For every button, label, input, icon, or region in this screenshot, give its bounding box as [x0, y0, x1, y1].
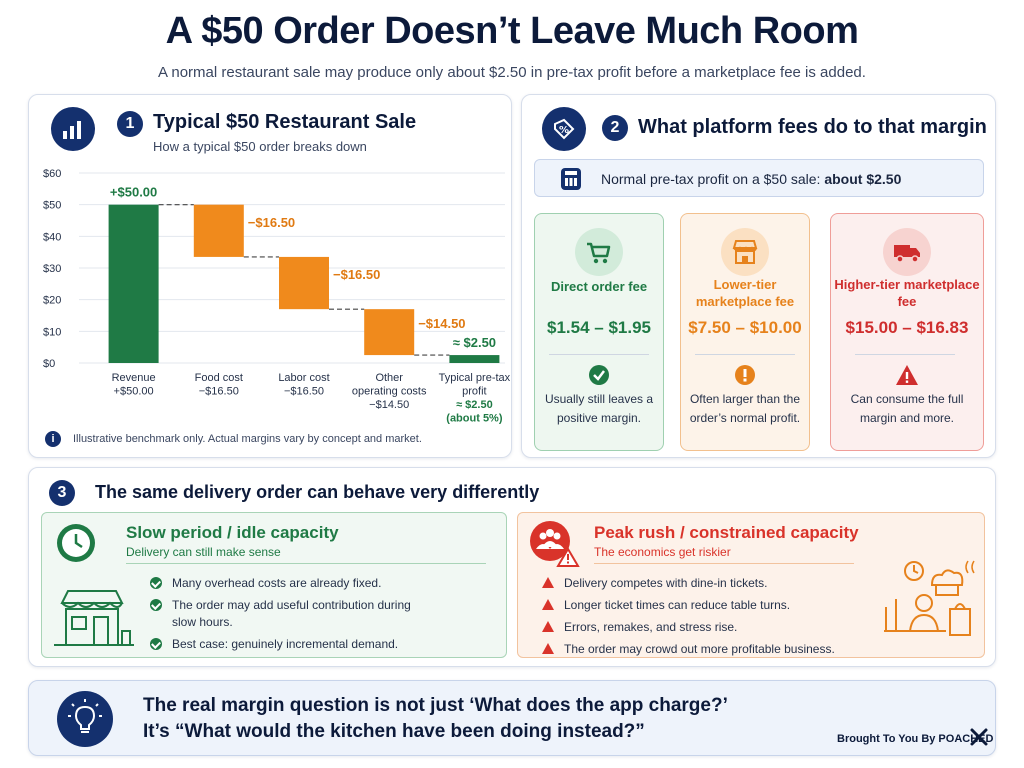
storefront-icon [721, 228, 769, 276]
lower-tier-fee-card: Lower-tier marketplace fee $7.50 – $10.0… [680, 213, 810, 451]
warning-icon [542, 577, 554, 588]
bar [193, 204, 244, 257]
y-tick-label: $10 [43, 326, 61, 338]
benchmark-note: Illustrative benchmark only. Actual marg… [73, 433, 422, 445]
waterfall-chart: $0 $10 $20 $30 $40 $50 $60 +$50.00 −$16.50 −$16.5… [43, 168, 511, 425]
footer-line-2: It’s “What would the kitchen have been d… [143, 721, 645, 742]
storefront-illustration-icon [50, 585, 140, 651]
card-description: Usually still leaves a positive margin. [544, 392, 654, 425]
normal-profit-value: about $2.50 [824, 171, 902, 187]
peak-title: Peak rush / constrained capacity [594, 523, 859, 542]
normal-profit-label: Normal pre-tax profit on a $50 sale: [601, 171, 825, 187]
card-description: Can consume the full margin and more. [850, 392, 964, 425]
lightbulb-icon [57, 691, 113, 747]
category-label: Other operating costs −$14.50 [352, 372, 427, 411]
cart-icon [575, 228, 623, 276]
footer-panel: The real margin question is not just ‘Wh… [28, 680, 996, 756]
bar [364, 309, 415, 356]
data-label: −$14.50 [418, 316, 465, 331]
check-icon [150, 638, 162, 650]
warning-icon [542, 621, 554, 632]
category-label: Revenue +$50.00 [112, 372, 156, 398]
y-tick-label: $30 [43, 263, 61, 275]
peak-subtitle: The economics get riskier [594, 545, 731, 559]
section-number-3: 3 [49, 480, 75, 506]
peak-bullet: Delivery competes with dine-in tickets. [564, 576, 768, 590]
section3-title: The same delivery order can behave very … [95, 482, 540, 502]
y-tick-label: $0 [43, 358, 55, 370]
section1-subtitle: How a typical $50 order breaks down [153, 139, 367, 154]
bar-chart-icon [51, 107, 95, 151]
higher-tier-fee-card: Higher-tier marketplace fee $15.00 – $16… [830, 213, 984, 451]
data-label: −$16.50 [248, 215, 295, 230]
peak-rush-box: Peak rush / constrained capacity The eco… [517, 512, 985, 658]
data-label: +$50.00 [110, 185, 157, 200]
percent-tag-icon: % [542, 107, 586, 151]
card-value: $7.50 – $10.00 [688, 318, 802, 337]
slow-title: Slow period / idle capacity [126, 523, 339, 542]
peak-bullet: Longer ticket times can reduce table tur… [564, 598, 791, 612]
warning-icon [542, 599, 554, 610]
calculator-icon [561, 168, 581, 190]
credit-text: Brought To You By POACHED [837, 733, 994, 745]
slow-bullet: Many overhead costs are already fixed. [172, 576, 382, 590]
info-icon: i [45, 431, 61, 447]
section-number-1: 1 [117, 111, 143, 137]
slow-subtitle: Delivery can still make sense [126, 545, 281, 559]
section-number-2: 2 [602, 115, 628, 141]
warning-icon [889, 364, 925, 394]
card-value: $1.54 – $1.95 [547, 318, 651, 337]
slow-bullet: Best case: genuinely incremental demand. [172, 637, 399, 651]
crossed-utensils-icon [969, 727, 989, 747]
peak-bullet: Errors, remakes, and stress rise. [564, 620, 738, 634]
footer-line-1: The real margin question is not just ‘Wh… [143, 695, 728, 716]
card-title: Higher-tier marketplace fee [834, 277, 980, 309]
check-icon [581, 364, 617, 394]
card-title: Lower-tier marketplace fee [695, 277, 795, 309]
card-title: Direct order fee [550, 279, 648, 294]
y-tick-label: $50 [43, 200, 61, 212]
warning-icon [542, 643, 554, 654]
data-label: ≈ $2.50 [453, 335, 496, 350]
delivery-scenarios-panel: 3 The same delivery order can behave ver… [28, 467, 996, 667]
section2-title: What platform fees do to that margin [638, 116, 987, 138]
y-tick-label: $40 [43, 231, 61, 243]
y-tick-label: $60 [43, 168, 61, 180]
y-tick-label: $20 [43, 295, 61, 307]
sale-breakdown-panel: 1 Typical $50 Restaurant Sale How a typi… [28, 94, 512, 458]
category-label: Labor cost −$16.50 [278, 372, 329, 398]
check-icon [150, 577, 162, 589]
slow-bullet: The order may add useful contribution du… [172, 598, 411, 629]
bar [449, 355, 500, 363]
section1-title: Typical $50 Restaurant Sale [153, 111, 417, 133]
crowd-warning-icon [526, 519, 582, 569]
card-value: $15.00 – $16.83 [845, 318, 969, 337]
page-title: A $50 Order Doesn’t Leave Much Room [165, 10, 859, 52]
slow-period-box: Slow period / idle capacity Delivery can… [41, 512, 507, 658]
exclamation-icon [727, 364, 763, 394]
peak-bullet: The order may crowd out more profitable … [564, 642, 835, 656]
direct-order-fee-card: Direct order fee $1.54 – $1.95 Usually s… [534, 213, 664, 451]
data-label: −$16.50 [333, 267, 380, 282]
clock-icon [54, 521, 98, 565]
truck-icon [883, 228, 931, 276]
platform-fees-panel: % 2 What platform fees do to that margin… [521, 94, 996, 458]
normal-profit-bar: Normal pre-tax profit on a $50 sale: abo… [534, 159, 984, 197]
category-label: Typical pre-tax profit ≈ $2.50 (about 5%) [439, 372, 511, 425]
page-subtitle: A normal restaurant sale may produce onl… [158, 64, 866, 81]
bar [279, 256, 329, 310]
bar [108, 204, 159, 363]
kitchen-rush-illustration-icon [880, 559, 980, 645]
svg-text:%: % [559, 125, 569, 136]
card-description: Often larger than the order’s normal pro… [689, 392, 801, 425]
check-icon [150, 599, 162, 611]
category-label: Food cost −$16.50 [195, 372, 243, 398]
